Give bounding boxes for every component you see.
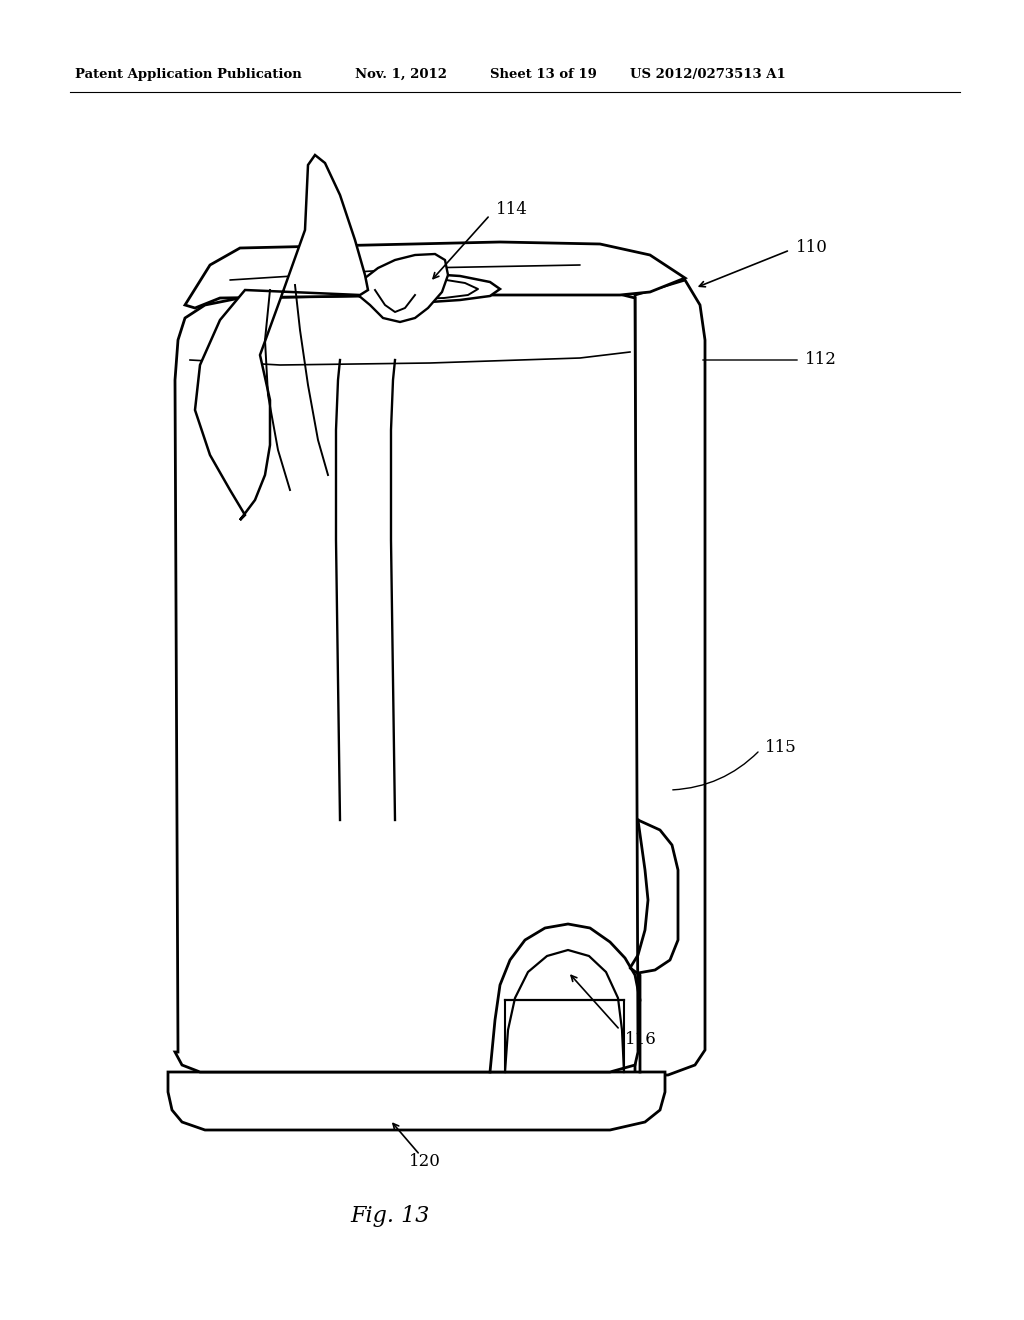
Polygon shape: [355, 253, 449, 322]
Text: Patent Application Publication: Patent Application Publication: [75, 69, 302, 81]
Text: 114: 114: [496, 202, 528, 219]
Text: Nov. 1, 2012: Nov. 1, 2012: [355, 69, 447, 81]
Text: 115: 115: [765, 739, 797, 756]
Polygon shape: [185, 242, 685, 308]
Text: Sheet 13 of 19: Sheet 13 of 19: [490, 69, 597, 81]
Polygon shape: [195, 154, 368, 520]
Text: Fig. 13: Fig. 13: [350, 1205, 430, 1228]
Polygon shape: [175, 292, 638, 1072]
Polygon shape: [168, 1072, 665, 1130]
Text: 110: 110: [796, 239, 827, 256]
Text: 120: 120: [409, 1154, 441, 1171]
Polygon shape: [635, 280, 705, 1074]
Text: 112: 112: [805, 351, 837, 368]
Text: US 2012/0273513 A1: US 2012/0273513 A1: [630, 69, 785, 81]
Text: 116: 116: [625, 1031, 656, 1048]
Polygon shape: [345, 275, 500, 302]
